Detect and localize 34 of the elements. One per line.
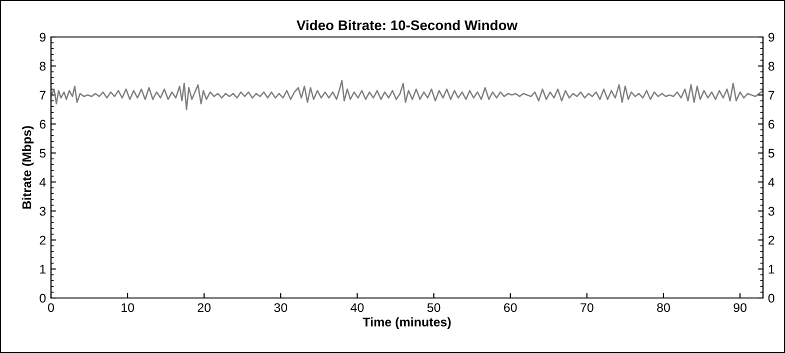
y-tick-label: 7 — [40, 90, 46, 100]
y-tick-label: 6 — [40, 120, 46, 129]
y-tick-label: 0 — [40, 294, 46, 303]
chart-title: Video Bitrate: 10-Second Window — [296, 20, 518, 30]
y-tick-label: 4 — [39, 178, 46, 187]
x-axis-title: Time (minutes) — [362, 317, 451, 329]
y2-tick-label: 8 — [768, 62, 774, 71]
x-tick-label: 20 — [198, 303, 211, 312]
x-tick-label: 70 — [580, 303, 594, 312]
y2-tick-label: 0 — [768, 294, 774, 303]
x-tick-label: 50 — [427, 303, 440, 312]
x-tick-label: 90 — [734, 303, 746, 312]
y-tick-label: 5 — [40, 148, 46, 158]
y2-tick-label: 5 — [768, 148, 774, 158]
x-tick-label: 0 — [48, 303, 54, 312]
y-tick-label: 9 — [40, 32, 46, 42]
y-axis-title: Bitrate (Mbps) — [22, 126, 34, 209]
y2-tick-label: 9 — [768, 32, 774, 42]
x-tick-label: 10 — [122, 303, 134, 312]
y2-tick-label: 7 — [768, 90, 774, 100]
x-tick-label: 60 — [504, 303, 517, 312]
y-tick-label: 8 — [40, 62, 46, 71]
y2-tick-label: 3 — [768, 206, 774, 216]
y2-tick-label: 2 — [768, 236, 774, 245]
y2-tick-label: 6 — [768, 120, 774, 129]
y2-tick-label: 4 — [768, 178, 774, 187]
line-series — [51, 80, 763, 110]
y-tick-label: 3 — [40, 206, 46, 216]
y-tick-label: 2 — [40, 236, 46, 245]
y-tick-label: 1 — [40, 264, 46, 274]
x-tick-label: 30 — [274, 303, 288, 312]
x-tick-label: 40 — [350, 303, 364, 312]
y2-tick-label: 1 — [768, 264, 774, 274]
x-tick-label: 80 — [657, 303, 670, 312]
